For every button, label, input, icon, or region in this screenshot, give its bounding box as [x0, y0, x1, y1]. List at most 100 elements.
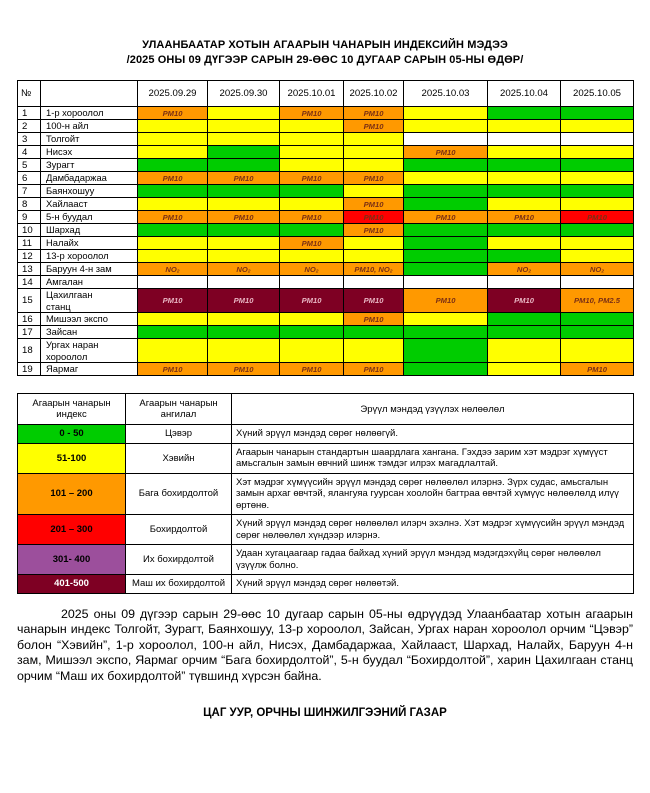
aqi-cell [403, 171, 488, 185]
table-row: 9 5-н буудал PM10 PM10 PM10 PM10 PM10 PM10 PM10 [17, 210, 634, 224]
aqi-cell [207, 223, 280, 237]
aqi-cell: NO₂ [487, 262, 561, 276]
aqi-cell: PM10 [279, 106, 344, 120]
table-row: 7 Баянхошуу [17, 184, 634, 198]
title-line-2: /2025 ОНЫ 09 ДҮГЭЭР САРЫН 29-ӨӨС 10 ДУГА… [126, 53, 524, 66]
aqi-health-effect: Хүний эрүүл мэндэд сөрөг нөлөөгүй. [231, 424, 634, 444]
row-number: 2 [17, 119, 41, 133]
row-number: 15 [17, 288, 41, 313]
aqi-cell [207, 312, 280, 326]
aqi-cell [403, 325, 488, 339]
legend-body: 0 - 50 Цэвэр Хүний эрүүл мэндэд сөрөг нөлө… [17, 424, 634, 594]
table-row: 16 Мишээл экспо PM10 [17, 312, 634, 326]
aqi-cell: PM10, PM2.5 [560, 288, 634, 313]
station-name: Баянхошуу [40, 184, 138, 198]
aqi-cell: PM10 [343, 223, 404, 237]
aqi-cell [279, 145, 344, 159]
aqi-cell: PM10 [137, 288, 208, 313]
legend-column-header: Агаарын чанарын индекс [17, 393, 126, 425]
main-table-body: 1 1-р хороолол PM10 PM10 PM10 2 100-н айл PM10 3… [17, 106, 634, 376]
aqi-cell [279, 312, 344, 326]
aqi-cell [343, 275, 404, 289]
aqi-cell [403, 106, 488, 120]
aqi-cell [487, 236, 561, 250]
aqi-health-effect: Хүний эрүүл мэндэд сөрөг нөлөөлөл илэрч … [231, 514, 634, 545]
legend-row: 51-100 Хэвийн Агаарын чанарын стандартын ш… [17, 442, 634, 474]
aqi-cell [560, 249, 634, 263]
row-number: 1 [17, 106, 41, 120]
row-number: 14 [17, 275, 41, 289]
aqi-cell [207, 325, 280, 339]
aqi-cell: PM10 [137, 210, 208, 224]
aqi-cell [487, 145, 561, 159]
aqi-range: 201 – 300 [17, 514, 126, 545]
aqi-cell [137, 223, 208, 237]
aqi-range: 301- 400 [17, 544, 126, 575]
aqi-cell: NO₂ [279, 262, 344, 276]
aqi-cell: PM10 [207, 362, 280, 376]
aqi-cell [403, 158, 488, 172]
aqi-cell [487, 197, 561, 211]
aqi-cell [487, 275, 561, 289]
aqi-cell [487, 158, 561, 172]
aqi-cell [560, 132, 634, 146]
legend-row: 301- 400 Их бохирдолтой Удаан хугацаагаар … [17, 544, 634, 575]
aqi-cell: PM10 [403, 145, 488, 159]
aqi-cell [403, 223, 488, 237]
aqi-cell: PM10 [279, 236, 344, 250]
aqi-category: Их бохирдолтой [125, 544, 232, 575]
aqi-cell: PM10 [343, 119, 404, 133]
title-line-1: УЛААНБААТАР ХОТЫН АГААРЫН ЧАНАРЫН ИНДЕКС… [142, 39, 508, 51]
aqi-cell [207, 132, 280, 146]
report-page: УЛААНБААТАР ХОТЫН АГААРЫН ЧАНАРЫН ИНДЕКС… [17, 38, 634, 719]
table-row: 6 Дамбадаржаа PM10 PM10 PM10 PM10 [17, 171, 634, 185]
aqi-cell [137, 132, 208, 146]
aqi-cell [207, 275, 280, 289]
aqi-cell: PM10 [487, 210, 561, 224]
page-title: УЛААНБААТАР ХОТЫН АГААРЫН ЧАНАРЫН ИНДЕКС… [17, 38, 633, 67]
aqi-cell [560, 236, 634, 250]
aqi-cell [560, 325, 634, 339]
station-name: Дамбадаржаа [40, 171, 138, 185]
aqi-cell [137, 338, 208, 363]
aqi-cell [487, 312, 561, 326]
table-row: 14 Амгалан [17, 275, 634, 289]
row-number: 5 [17, 158, 41, 172]
station-name: Налайх [40, 236, 138, 250]
row-number: 19 [17, 362, 41, 376]
row-number: 8 [17, 197, 41, 211]
aqi-cell [137, 249, 208, 263]
aqi-cell [560, 312, 634, 326]
aqi-cell [560, 275, 634, 289]
aqi-cell [560, 184, 634, 198]
aqi-category: Цэвэр [125, 424, 232, 444]
legend-row: 201 – 300 Бохирдолтой Хүний эрүүл мэндэд с… [17, 514, 634, 545]
aqi-cell: PM10, NO₂ [343, 262, 404, 276]
legend-row: 401-500 Маш их бохирдолтой Хүний эрүүл мэн… [17, 574, 634, 594]
aqi-cell [279, 223, 344, 237]
aqi-cell: PM10 [560, 362, 634, 376]
legend-header-row: Агаарын чанарын индекс Агаарын чанарын ан… [17, 393, 634, 425]
aqi-cell [487, 338, 561, 363]
aqi-cell [207, 236, 280, 250]
aqi-cell [560, 223, 634, 237]
aqi-cell: NO₂ [137, 262, 208, 276]
aqi-cell: PM10 [137, 106, 208, 120]
station-name: 100-н айл [40, 119, 138, 133]
aqi-category: Бага бохирдолтой [125, 472, 232, 515]
aqi-category: Маш их бохирдолтой [125, 574, 232, 594]
aqi-cell [403, 338, 488, 363]
aqi-health-effect: Удаан хугацаагаар гадаа байхад хүний эрү… [231, 544, 634, 575]
aqi-cell [279, 119, 344, 133]
aqi-cell [207, 197, 280, 211]
aqi-cell [487, 249, 561, 263]
aqi-cell [279, 184, 344, 198]
column-header-date: 2025.09.29 [137, 80, 208, 107]
aqi-cell: PM10 [560, 210, 634, 224]
table-row: 8 Хайлааст PM10 [17, 197, 634, 211]
aqi-cell [279, 249, 344, 263]
aqi-cell [487, 362, 561, 376]
aqi-cell: PM10 [137, 171, 208, 185]
table-row: 17 Зайсан [17, 325, 634, 339]
aqi-cell [207, 106, 280, 120]
